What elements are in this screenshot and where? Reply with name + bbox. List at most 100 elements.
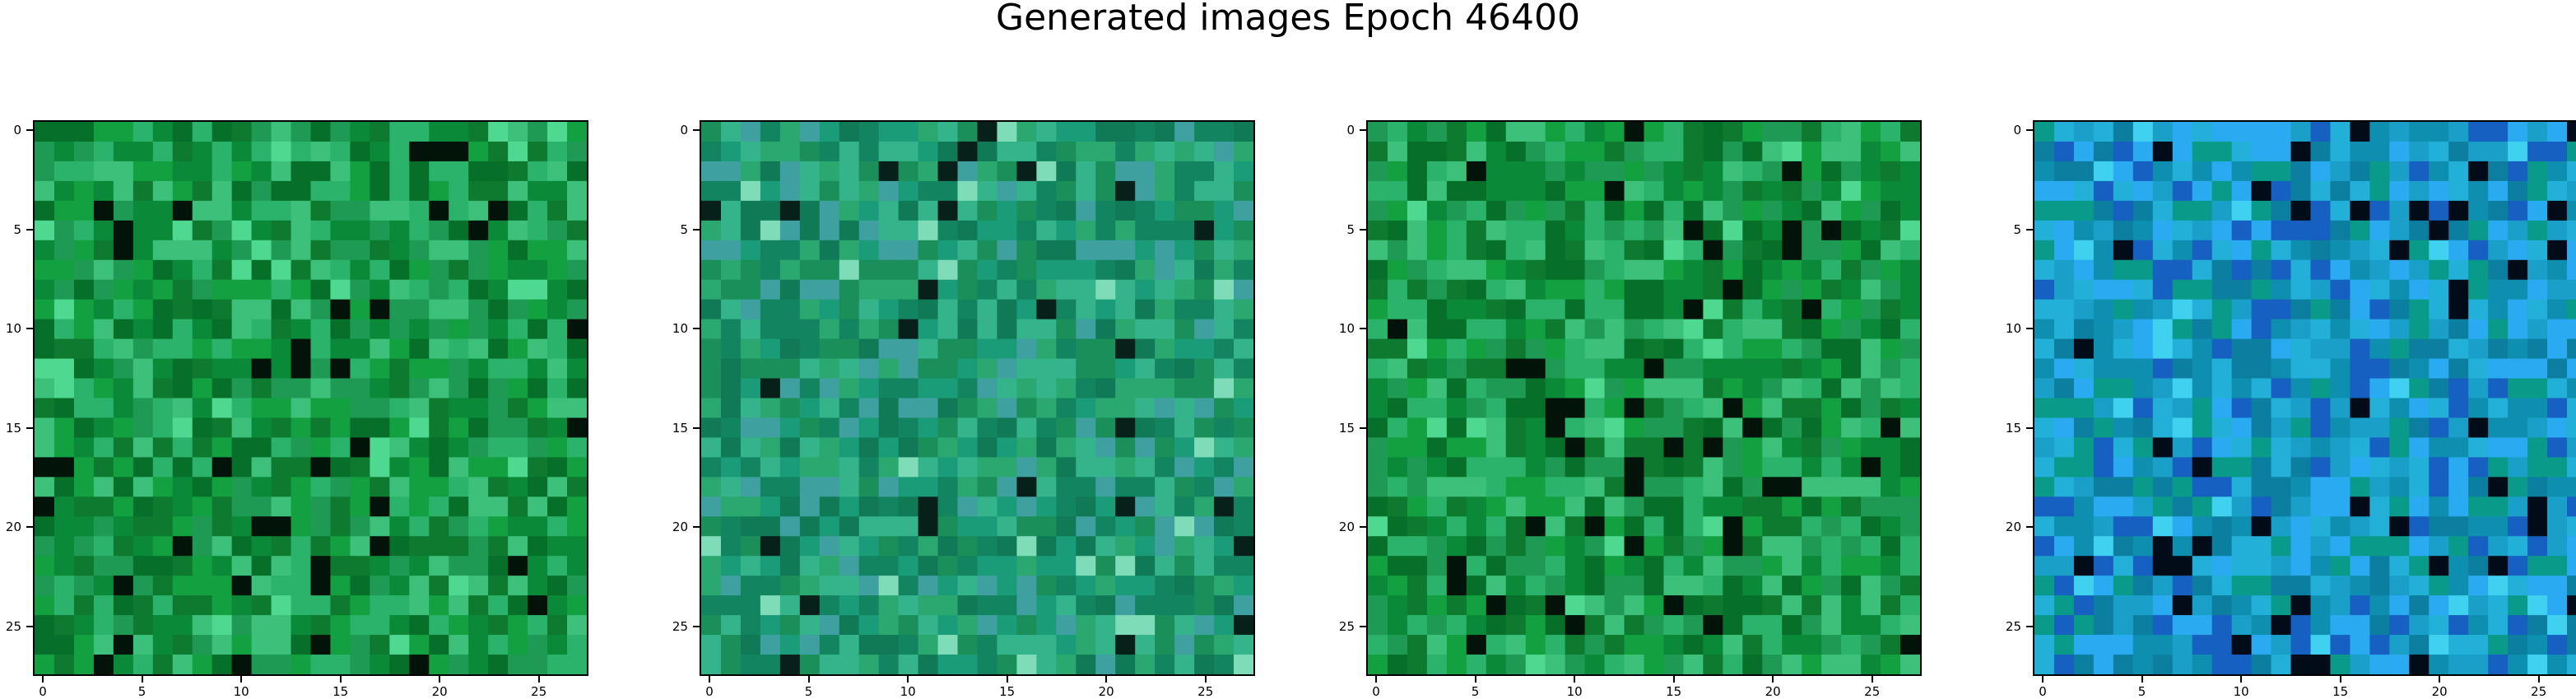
pixel-cell [779, 259, 801, 281]
pixel-cell [2508, 556, 2528, 576]
pixel-cell [1194, 200, 1215, 221]
pixel-cell [2409, 299, 2430, 320]
pixel-cell [1881, 615, 1901, 636]
pixel-cell [93, 161, 114, 182]
pixel-cell [1900, 615, 1920, 636]
pixel-cell [172, 615, 193, 636]
pixel-cell [172, 299, 193, 320]
pixel-cell [1861, 417, 1881, 438]
pixel-cell [93, 200, 114, 221]
pixel-cell [2211, 200, 2233, 221]
pixel-cell [1234, 655, 1253, 674]
pixel-cell [1407, 457, 1428, 478]
pixel-cell [528, 122, 548, 142]
pixel-cell [2409, 240, 2430, 261]
pixel-cell [720, 615, 742, 636]
pixel-cell [1407, 516, 1428, 537]
pixel-cell [449, 338, 469, 360]
pixel-cell [2073, 259, 2095, 281]
pixel-cell [2093, 220, 2114, 241]
pixel-cell [1802, 141, 1822, 162]
x-tick-mark [240, 676, 243, 683]
pixel-cell [760, 655, 781, 674]
pixel-cell [350, 122, 370, 142]
pixel-cell [488, 635, 509, 655]
pixel-cell [2448, 516, 2469, 537]
pixel-cell [878, 220, 900, 241]
pixel-cell [330, 200, 351, 221]
pixel-cell [1505, 496, 1527, 517]
pixel-cell [977, 516, 997, 537]
pixel-cell [291, 122, 311, 142]
pixel-cell [1234, 240, 1253, 261]
y-tick-label: 20 [2005, 520, 2021, 535]
pixel-cell [133, 338, 154, 360]
pixel-cell [1584, 358, 1606, 380]
pixel-cell [1821, 220, 1842, 241]
pixel-cell [271, 141, 292, 162]
pixel-cell [93, 635, 114, 655]
pixel-cell [2290, 240, 2311, 261]
pixel-cell [1505, 437, 1527, 458]
pixel-cell [701, 595, 722, 616]
pixel-cell [740, 576, 761, 596]
pixel-cell [799, 496, 821, 517]
pixel-cell [508, 437, 528, 458]
pixel-cell [1584, 595, 1606, 616]
pixel-cell [1387, 180, 1408, 202]
pixel-cell [1624, 457, 1644, 478]
pixel-cell [133, 279, 154, 301]
pixel-cell [330, 516, 351, 537]
pixel-cell [2310, 122, 2331, 142]
pixel-cell [1214, 259, 1235, 281]
pixel-cell [409, 319, 430, 340]
pixel-cell [779, 576, 801, 596]
pixel-cell [1076, 516, 1096, 537]
pixel-cell [957, 595, 978, 616]
pixel-cell [760, 279, 781, 301]
pixel-cell [567, 516, 587, 537]
pixel-cell [819, 220, 840, 241]
pixel-cell [720, 417, 742, 438]
pixel-cell [35, 595, 55, 616]
pixel-cell [2448, 635, 2469, 655]
pixel-cell [271, 319, 292, 340]
pixel-cell [2211, 496, 2233, 517]
pixel-cell [1782, 496, 1802, 517]
pixel-cell [2429, 122, 2449, 142]
pixel-cell [2271, 200, 2292, 221]
pixel-cell [1174, 516, 1195, 537]
pixel-cell [1095, 655, 1116, 674]
pixel-cell [1426, 556, 1448, 576]
pixel-cell [1762, 259, 1783, 281]
x-tick-mark [1375, 676, 1378, 683]
pixel-cell [488, 556, 509, 576]
pixel-cell [350, 161, 370, 182]
pixel-cell [2527, 299, 2548, 320]
pixel-cell [779, 141, 801, 162]
pixel-cell [1387, 259, 1408, 281]
pixel-cell [1624, 200, 1644, 221]
pixel-cell [2034, 358, 2055, 380]
pixel-cell [918, 477, 939, 497]
pixel-cell [2310, 536, 2331, 557]
pixel-cell [1505, 122, 1527, 142]
pixel-cell [508, 358, 528, 380]
pixel-cell [2113, 279, 2134, 301]
pixel-cell [1115, 516, 1136, 537]
pixel-cell [1584, 378, 1606, 398]
pixel-cell [779, 279, 801, 301]
pixel-cell [1016, 655, 1037, 674]
image-axes-3 [1366, 120, 1922, 676]
pixel-cell [2488, 200, 2509, 221]
pixel-cell [2053, 122, 2075, 142]
pixel-cell [2093, 417, 2114, 438]
pixel-cell [291, 200, 311, 221]
pixel-cell [1036, 576, 1057, 596]
pixel-cell [547, 200, 568, 221]
pixel-cell [2330, 437, 2350, 458]
pixel-cell [2192, 180, 2213, 202]
pixel-cell [2547, 417, 2568, 438]
pixel-cell [1802, 615, 1822, 636]
pixel-cell [1841, 398, 1862, 418]
